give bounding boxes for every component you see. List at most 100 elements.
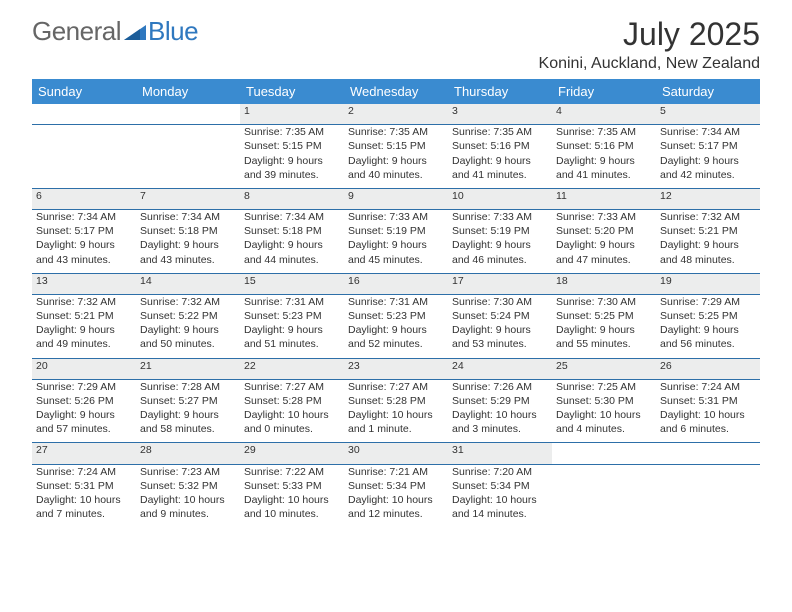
sunset-text: Sunset: 5:31 PM: [660, 394, 756, 408]
day1-text: Daylight: 10 hours: [36, 493, 132, 507]
day-number: 12: [656, 188, 760, 209]
day2-text: and 7 minutes.: [36, 507, 132, 521]
day2-text: and 39 minutes.: [244, 168, 340, 182]
day-number-row: 12345: [32, 104, 760, 125]
day2-text: and 40 minutes.: [348, 168, 444, 182]
day-cell: Sunrise: 7:34 AMSunset: 5:17 PMDaylight:…: [32, 210, 136, 274]
day2-text: and 41 minutes.: [556, 168, 652, 182]
sunset-text: Sunset: 5:21 PM: [36, 309, 132, 323]
col-thursday: Thursday: [448, 79, 552, 104]
day1-text: Daylight: 10 hours: [452, 408, 548, 422]
day2-text: and 6 minutes.: [660, 422, 756, 436]
day2-text: and 53 minutes.: [452, 337, 548, 351]
logo: General Blue: [32, 16, 198, 47]
day-content-row: Sunrise: 7:34 AMSunset: 5:17 PMDaylight:…: [32, 210, 760, 274]
day2-text: and 4 minutes.: [556, 422, 652, 436]
day-cell: Sunrise: 7:20 AMSunset: 5:34 PMDaylight:…: [448, 464, 552, 527]
day-number: 22: [240, 358, 344, 379]
day-cell: Sunrise: 7:29 AMSunset: 5:25 PMDaylight:…: [656, 294, 760, 358]
sunrise-text: Sunrise: 7:31 AM: [244, 295, 340, 309]
sunrise-text: Sunrise: 7:29 AM: [36, 380, 132, 394]
day-cell: Sunrise: 7:25 AMSunset: 5:30 PMDaylight:…: [552, 379, 656, 443]
day-cell: Sunrise: 7:35 AMSunset: 5:15 PMDaylight:…: [344, 125, 448, 189]
day-cell: Sunrise: 7:27 AMSunset: 5:28 PMDaylight:…: [344, 379, 448, 443]
month-title: July 2025: [539, 16, 760, 53]
day-number: 7: [136, 188, 240, 209]
day1-text: Daylight: 9 hours: [244, 238, 340, 252]
day-number: 8: [240, 188, 344, 209]
day-cell: Sunrise: 7:34 AMSunset: 5:18 PMDaylight:…: [136, 210, 240, 274]
day-content-row: Sunrise: 7:32 AMSunset: 5:21 PMDaylight:…: [32, 294, 760, 358]
day-number: 10: [448, 188, 552, 209]
day-number: 16: [344, 273, 448, 294]
sunrise-text: Sunrise: 7:29 AM: [660, 295, 756, 309]
day1-text: Daylight: 10 hours: [660, 408, 756, 422]
day-cell: Sunrise: 7:23 AMSunset: 5:32 PMDaylight:…: [136, 464, 240, 527]
day-number: 2: [344, 104, 448, 125]
sunset-text: Sunset: 5:18 PM: [244, 224, 340, 238]
col-sunday: Sunday: [32, 79, 136, 104]
day-number: 5: [656, 104, 760, 125]
sunset-text: Sunset: 5:25 PM: [556, 309, 652, 323]
sunset-text: Sunset: 5:29 PM: [452, 394, 548, 408]
day-cell: [552, 464, 656, 527]
day2-text: and 56 minutes.: [660, 337, 756, 351]
day1-text: Daylight: 9 hours: [452, 154, 548, 168]
day2-text: and 43 minutes.: [140, 253, 236, 267]
day1-text: Daylight: 9 hours: [660, 323, 756, 337]
day-cell: Sunrise: 7:33 AMSunset: 5:19 PMDaylight:…: [344, 210, 448, 274]
sunset-text: Sunset: 5:18 PM: [140, 224, 236, 238]
day1-text: Daylight: 9 hours: [36, 323, 132, 337]
day1-text: Daylight: 9 hours: [452, 323, 548, 337]
logo-triangle-icon: [124, 23, 146, 41]
day2-text: and 48 minutes.: [660, 253, 756, 267]
day-number: 19: [656, 273, 760, 294]
day2-text: and 45 minutes.: [348, 253, 444, 267]
day-number: 18: [552, 273, 656, 294]
day-number: 25: [552, 358, 656, 379]
day1-text: Daylight: 9 hours: [348, 154, 444, 168]
sunrise-text: Sunrise: 7:32 AM: [140, 295, 236, 309]
sunrise-text: Sunrise: 7:21 AM: [348, 465, 444, 479]
sunset-text: Sunset: 5:19 PM: [348, 224, 444, 238]
day2-text: and 47 minutes.: [556, 253, 652, 267]
day-cell: Sunrise: 7:32 AMSunset: 5:22 PMDaylight:…: [136, 294, 240, 358]
sunset-text: Sunset: 5:16 PM: [452, 139, 548, 153]
sunrise-text: Sunrise: 7:35 AM: [556, 125, 652, 139]
sunset-text: Sunset: 5:31 PM: [36, 479, 132, 493]
day1-text: Daylight: 9 hours: [452, 238, 548, 252]
day-number: 29: [240, 443, 344, 464]
day-number-row: 13141516171819: [32, 273, 760, 294]
sunset-text: Sunset: 5:23 PM: [348, 309, 444, 323]
day-number-row: 20212223242526: [32, 358, 760, 379]
day2-text: and 3 minutes.: [452, 422, 548, 436]
day1-text: Daylight: 9 hours: [348, 323, 444, 337]
day-number: [552, 443, 656, 464]
day1-text: Daylight: 9 hours: [348, 238, 444, 252]
day1-text: Daylight: 9 hours: [660, 238, 756, 252]
day-number: 21: [136, 358, 240, 379]
sunset-text: Sunset: 5:30 PM: [556, 394, 652, 408]
day-number: 1: [240, 104, 344, 125]
sunset-text: Sunset: 5:24 PM: [452, 309, 548, 323]
day2-text: and 52 minutes.: [348, 337, 444, 351]
day-cell: Sunrise: 7:21 AMSunset: 5:34 PMDaylight:…: [344, 464, 448, 527]
day2-text: and 10 minutes.: [244, 507, 340, 521]
sunset-text: Sunset: 5:27 PM: [140, 394, 236, 408]
day1-text: Daylight: 10 hours: [348, 493, 444, 507]
day1-text: Daylight: 9 hours: [140, 323, 236, 337]
calendar-table: Sunday Monday Tuesday Wednesday Thursday…: [32, 79, 760, 527]
sunset-text: Sunset: 5:19 PM: [452, 224, 548, 238]
sunrise-text: Sunrise: 7:26 AM: [452, 380, 548, 394]
col-wednesday: Wednesday: [344, 79, 448, 104]
sunset-text: Sunset: 5:34 PM: [348, 479, 444, 493]
weekday-header-row: Sunday Monday Tuesday Wednesday Thursday…: [32, 79, 760, 104]
day2-text: and 41 minutes.: [452, 168, 548, 182]
day2-text: and 58 minutes.: [140, 422, 236, 436]
day-cell: [656, 464, 760, 527]
day-number: 13: [32, 273, 136, 294]
col-friday: Friday: [552, 79, 656, 104]
sunset-text: Sunset: 5:28 PM: [244, 394, 340, 408]
day-content-row: Sunrise: 7:29 AMSunset: 5:26 PMDaylight:…: [32, 379, 760, 443]
day-number: [136, 104, 240, 125]
